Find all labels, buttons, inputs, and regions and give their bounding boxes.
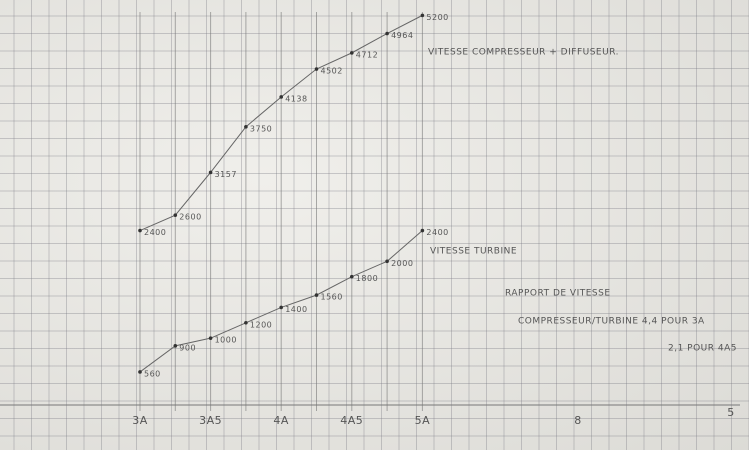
- annotation: VITESSE COMPRESSEUR + DIFFUSEUR.: [428, 48, 619, 58]
- point: [385, 31, 389, 36]
- point: [314, 293, 319, 297]
- data-label: 3157: [215, 170, 237, 179]
- point: [138, 370, 142, 374]
- point: [350, 51, 354, 55]
- point: [173, 344, 178, 348]
- point: [138, 228, 142, 233]
- data-label: 2000: [391, 259, 413, 268]
- point: [420, 228, 425, 233]
- point: [244, 125, 248, 129]
- data-label: 4502: [321, 67, 343, 76]
- x-tick-label: 8: [574, 414, 582, 427]
- x-tick-label: 3A: [132, 414, 148, 427]
- data-label: 4964: [391, 31, 413, 40]
- data-label: 2400: [426, 228, 448, 237]
- data-label: 2400: [144, 228, 166, 237]
- x-tick-label: 5A: [415, 414, 431, 427]
- data-label: 4138: [285, 94, 307, 103]
- annotation: COMPRESSEUR/TURBINE 4,4 POUR 3A: [518, 317, 705, 327]
- annotation: VITESSE TURBINE: [430, 247, 517, 257]
- point: [420, 13, 425, 18]
- point: [279, 95, 284, 99]
- point: [279, 305, 284, 310]
- x-tick-label: 4A5: [340, 414, 363, 427]
- x-tick-label: 5: [727, 406, 735, 419]
- data-label: 2600: [179, 213, 201, 222]
- data-label: 1000: [215, 336, 237, 345]
- annotation: 2,1 POUR 4A5: [668, 344, 737, 354]
- point: [208, 170, 213, 175]
- point: [208, 336, 213, 340]
- point: [173, 213, 178, 217]
- data-label: 1560: [321, 293, 343, 302]
- data-label: 4712: [356, 50, 378, 59]
- data-label: 1400: [285, 305, 307, 314]
- annotation: RAPPORT DE VITESSE: [505, 289, 611, 299]
- data-label: 900: [179, 343, 196, 352]
- data-label: 1800: [356, 274, 378, 283]
- data-label: 1200: [250, 320, 272, 329]
- point: [244, 320, 248, 325]
- point: [385, 259, 389, 264]
- data-label: 560: [144, 369, 161, 378]
- point: [350, 274, 354, 279]
- x-tick-label: 4A: [273, 414, 289, 427]
- point: [314, 67, 319, 71]
- data-label: 5200: [426, 13, 448, 22]
- data-label: 3750: [250, 124, 272, 133]
- x-tick-label: 3A5: [199, 414, 222, 427]
